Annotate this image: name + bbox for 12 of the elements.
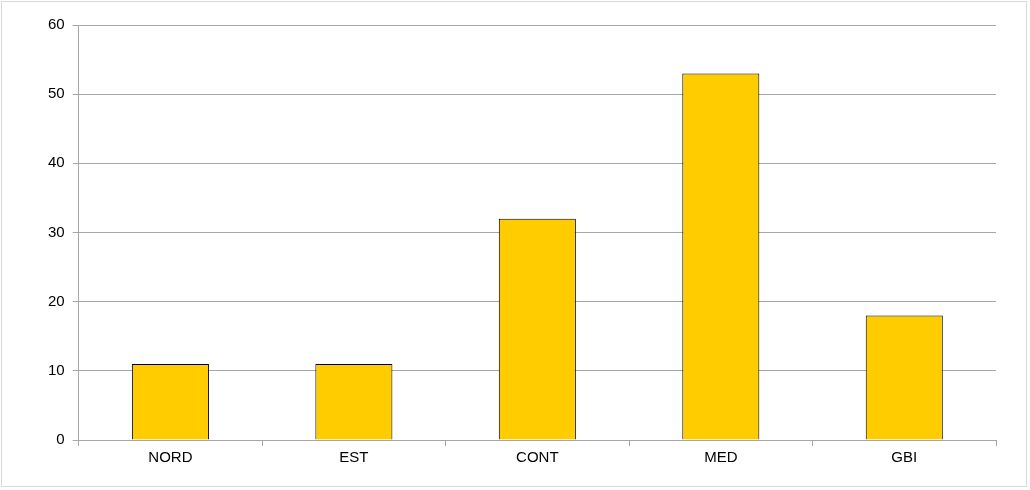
x-tick-label: GBI	[891, 448, 918, 466]
y-tick-label: 20	[48, 291, 65, 309]
x-tick-label: NORD	[148, 448, 193, 466]
y-tick-label: 50	[48, 84, 65, 102]
y-tick-label: 0	[56, 430, 65, 448]
x-tick-label: EST	[339, 448, 369, 466]
y-tick-label: 10	[48, 360, 65, 378]
x-tick-label: MED	[704, 448, 738, 466]
x-tick-label: CONT	[516, 448, 559, 466]
y-tick-label: 40	[48, 153, 65, 171]
y-tick-label: 30	[48, 222, 65, 240]
y-tick-label: 60	[48, 15, 65, 33]
